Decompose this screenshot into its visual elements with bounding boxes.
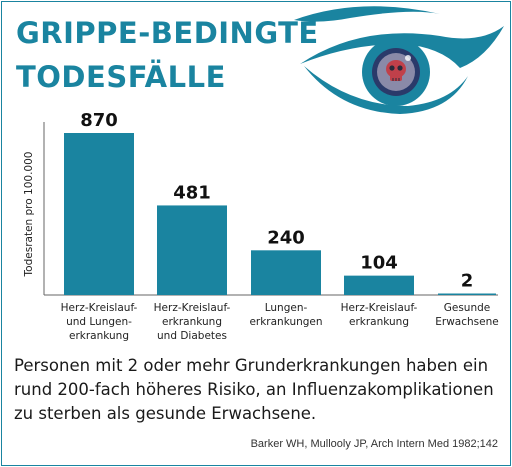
category-label-3-0: Herz-Kreislauf-	[341, 302, 418, 314]
source-citation: Barker WH, Mullooly JP, Arch Intern Med …	[250, 438, 498, 450]
category-label-2-0: Lungen-	[265, 302, 308, 314]
bar-chart: Todesraten pro 100.000 870 Herz-Kreislauf…	[23, 110, 499, 342]
bars-group: 870 Herz-Kreislauf-und Lungen-erkrankung 4…	[61, 110, 499, 342]
category-label-2-1: erkrankungen	[249, 316, 322, 328]
data-label-4: 2	[461, 271, 474, 292]
category-label-4-1: Erwachsene	[435, 316, 498, 328]
bar-0	[64, 133, 134, 295]
bar-1	[157, 205, 227, 295]
category-label-3-1: erkrankung	[349, 316, 409, 328]
title-line-2: TODESFÄLLE	[16, 60, 226, 94]
bar-2	[251, 250, 321, 295]
category-label-0-0: Herz-Kreislauf-	[61, 302, 138, 314]
data-label-0: 870	[80, 110, 118, 131]
category-label-1-2: und Diabetes	[157, 330, 227, 342]
bar-3	[344, 275, 414, 295]
category-label-1-0: Herz-Kreislauf-	[154, 302, 231, 314]
eye-with-skull-iris-icon	[294, 6, 504, 114]
data-label-3: 104	[360, 253, 398, 274]
caption-text: Personen mit 2 oder mehr Grunderkrankung…	[14, 356, 494, 423]
data-label-2: 240	[267, 227, 305, 248]
category-label-1-1: erkrankung	[162, 316, 222, 328]
y-axis-label: Todesraten pro 100.000	[23, 152, 35, 278]
data-label-1: 481	[173, 182, 211, 203]
title-line-1: GRIPPE-BEDINGTE	[16, 16, 319, 50]
category-label-4-0: Gesunde	[444, 302, 491, 314]
bar-4	[438, 293, 496, 295]
category-label-0-2: erkrankung	[69, 330, 129, 342]
category-label-0-1: und Lungen-	[66, 316, 132, 328]
